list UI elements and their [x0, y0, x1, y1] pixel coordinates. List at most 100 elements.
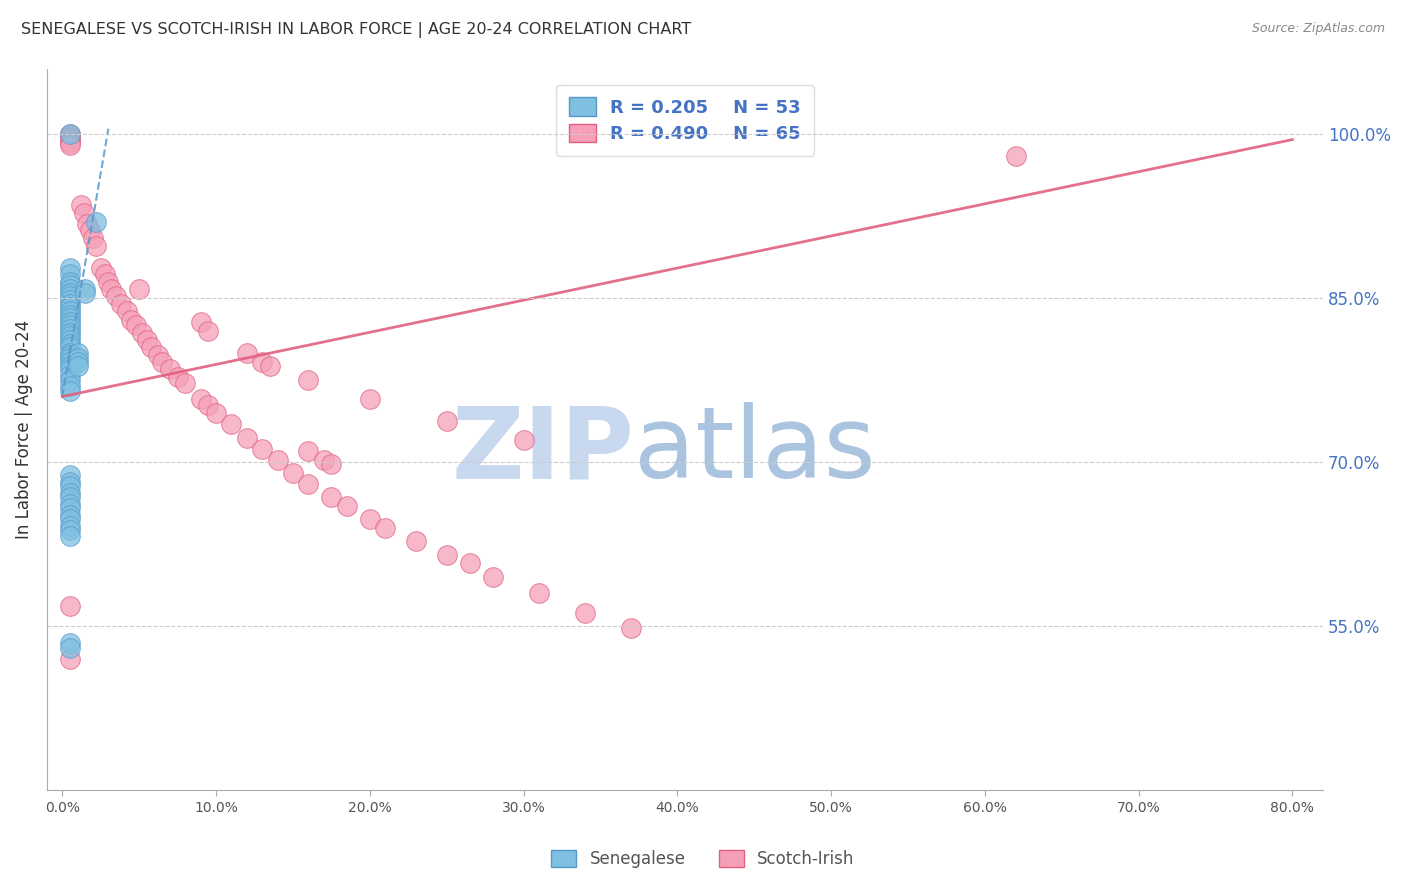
Point	[1004, 149, 1026, 163]
Point	[59, 285, 82, 300]
Point	[59, 318, 82, 333]
Point	[574, 606, 596, 620]
Text: Source: ZipAtlas.com: Source: ZipAtlas.com	[1251, 22, 1385, 36]
Point	[59, 304, 82, 318]
Point	[59, 475, 82, 489]
Point	[236, 346, 259, 360]
Point	[66, 354, 89, 368]
Point	[59, 127, 82, 141]
Point	[321, 490, 343, 504]
Point	[90, 260, 112, 275]
Point	[82, 231, 104, 245]
Point	[197, 398, 219, 412]
Point	[59, 136, 82, 150]
Point	[146, 348, 169, 362]
Point	[66, 359, 89, 373]
Point	[359, 392, 381, 406]
Point	[59, 260, 82, 275]
Point	[59, 293, 82, 308]
Point	[59, 518, 82, 533]
Point	[75, 285, 97, 300]
Point	[59, 346, 82, 360]
Point	[59, 497, 82, 511]
Point	[79, 223, 101, 237]
Point	[359, 512, 381, 526]
Point	[105, 289, 128, 303]
Point	[115, 304, 138, 318]
Text: atlas: atlas	[634, 402, 876, 500]
Text: SENEGALESE VS SCOTCH-IRISH IN LABOR FORCE | AGE 20-24 CORRELATION CHART: SENEGALESE VS SCOTCH-IRISH IN LABOR FORC…	[21, 22, 692, 38]
Point	[59, 512, 82, 526]
Point	[135, 333, 157, 347]
Point	[259, 359, 281, 373]
Point	[250, 354, 273, 368]
Point	[166, 369, 188, 384]
Point	[321, 458, 343, 472]
Point	[59, 384, 82, 398]
Point	[250, 442, 273, 456]
Point	[59, 131, 82, 145]
Point	[59, 485, 82, 500]
Point	[174, 376, 197, 391]
Point	[59, 278, 82, 293]
Point	[527, 586, 550, 600]
Point	[120, 313, 142, 327]
Point	[75, 282, 97, 296]
Point	[205, 406, 228, 420]
Point	[59, 138, 82, 153]
Point	[59, 652, 82, 666]
Point	[59, 479, 82, 493]
Point	[159, 362, 181, 376]
Point	[59, 134, 82, 148]
Point	[84, 238, 107, 252]
Point	[59, 378, 82, 392]
Point	[59, 267, 82, 281]
Point	[59, 348, 82, 362]
Point	[236, 431, 259, 445]
Point	[59, 354, 82, 368]
Point	[59, 640, 82, 655]
Point	[59, 296, 82, 310]
Point	[59, 508, 82, 522]
Point	[59, 351, 82, 366]
Point	[312, 453, 335, 467]
Point	[69, 198, 91, 212]
Point	[94, 267, 117, 281]
Point	[59, 326, 82, 340]
Point	[59, 337, 82, 351]
Point	[84, 214, 107, 228]
Point	[59, 329, 82, 343]
Point	[66, 346, 89, 360]
Point	[59, 282, 82, 296]
Point	[336, 499, 359, 513]
Point	[110, 296, 132, 310]
Point	[221, 417, 243, 431]
Point	[59, 468, 82, 483]
Point	[59, 129, 82, 144]
Point	[512, 434, 534, 448]
Point	[141, 340, 163, 354]
Point	[281, 466, 304, 480]
Y-axis label: In Labor Force | Age 20-24: In Labor Force | Age 20-24	[15, 319, 32, 539]
Point	[620, 621, 643, 635]
Point	[59, 300, 82, 314]
Point	[482, 570, 505, 584]
Point	[374, 521, 396, 535]
Point	[59, 529, 82, 543]
Text: ZIP: ZIP	[451, 402, 634, 500]
Point	[73, 206, 96, 220]
Point	[59, 315, 82, 329]
Point	[405, 533, 427, 548]
Point	[150, 354, 173, 368]
Point	[66, 351, 89, 366]
Point	[297, 477, 319, 491]
Point	[128, 282, 150, 296]
Point	[59, 362, 82, 376]
Legend: Senegalese, Scotch-Irish: Senegalese, Scotch-Irish	[544, 843, 862, 875]
Point	[297, 373, 319, 387]
Point	[59, 599, 82, 614]
Point	[59, 340, 82, 354]
Point	[59, 308, 82, 322]
Point	[59, 635, 82, 649]
Point	[59, 368, 82, 382]
